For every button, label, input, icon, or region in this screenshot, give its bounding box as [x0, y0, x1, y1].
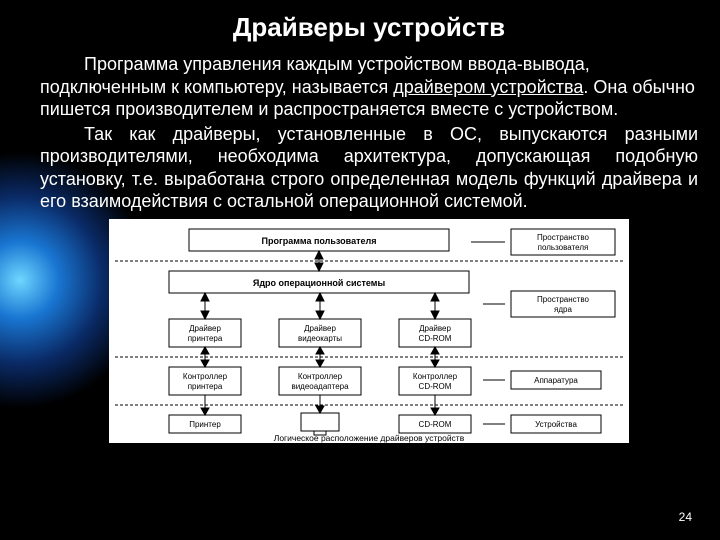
- svg-text:Ядро операционной системы: Ядро операционной системы: [253, 278, 386, 288]
- box-driver-video: Драйвер видеокарты: [279, 319, 361, 347]
- box-driver-printer: Драйвер принтера: [169, 319, 241, 347]
- svg-text:Принтер: Принтер: [189, 420, 221, 429]
- box-os-kernel: Ядро операционной системы: [169, 271, 469, 293]
- box-driver-cdrom: Драйвер CD-ROM: [399, 319, 471, 347]
- box-user-program: Программа пользователя: [189, 229, 449, 251]
- label-hardware: Аппаратура: [483, 371, 601, 389]
- svg-text:CD-ROM: CD-ROM: [419, 382, 452, 391]
- box-controller-cdrom: Контроллер CD-ROM: [399, 367, 471, 395]
- box-device-monitor: [301, 413, 339, 435]
- svg-text:Контроллер: Контроллер: [298, 372, 343, 381]
- page-number: 24: [679, 510, 692, 524]
- svg-text:Драйвер: Драйвер: [419, 324, 451, 333]
- svg-text:CD-ROM: CD-ROM: [419, 334, 452, 343]
- box-device-printer: Принтер: [169, 415, 241, 433]
- svg-text:пользователя: пользователя: [538, 243, 589, 252]
- svg-text:ядра: ядра: [554, 305, 572, 314]
- label-devices: Устройства: [483, 415, 601, 433]
- label-kernel-space: Пространство ядра: [483, 291, 615, 317]
- svg-text:Драйвер: Драйвер: [189, 324, 221, 333]
- para1-underlined: драйвером устройства: [393, 77, 583, 97]
- box-controller-video: Контроллер видеоадаптера: [279, 367, 361, 395]
- paragraph-2: Так как драйверы, установленные в ОС, вы…: [40, 123, 698, 213]
- slide-title: Драйверы устройств: [40, 12, 698, 43]
- svg-text:CD-ROM: CD-ROM: [419, 420, 452, 429]
- svg-text:Контроллер: Контроллер: [413, 372, 458, 381]
- svg-text:Контроллер: Контроллер: [183, 372, 228, 381]
- svg-text:Программа пользователя: Программа пользователя: [262, 236, 377, 246]
- svg-text:Аппаратура: Аппаратура: [534, 376, 578, 385]
- box-controller-printer: Контроллер принтера: [169, 367, 241, 395]
- svg-text:Пространство: Пространство: [537, 233, 589, 242]
- slide: Драйверы устройств Программа управления …: [0, 0, 720, 540]
- svg-text:Устройства: Устройства: [535, 420, 577, 429]
- svg-text:видеоадаптера: видеоадаптера: [291, 382, 349, 391]
- diagram-caption: Логическое расположение драйверов устрой…: [274, 433, 465, 443]
- svg-text:Драйвер: Драйвер: [304, 324, 336, 333]
- paragraph-1: Программа управления каждым устройством …: [40, 53, 698, 121]
- svg-text:видеокарты: видеокарты: [298, 334, 342, 343]
- architecture-diagram: Программа пользователя Ядро операционной…: [109, 219, 629, 443]
- svg-text:принтера: принтера: [188, 382, 223, 391]
- svg-text:принтера: принтера: [188, 334, 223, 343]
- label-user-space: Пространство пользователя: [471, 229, 615, 255]
- para2-text: Так как драйверы, установленные в ОС, вы…: [40, 124, 698, 212]
- svg-text:Пространство: Пространство: [537, 295, 589, 304]
- box-device-cdrom: CD-ROM: [399, 415, 471, 433]
